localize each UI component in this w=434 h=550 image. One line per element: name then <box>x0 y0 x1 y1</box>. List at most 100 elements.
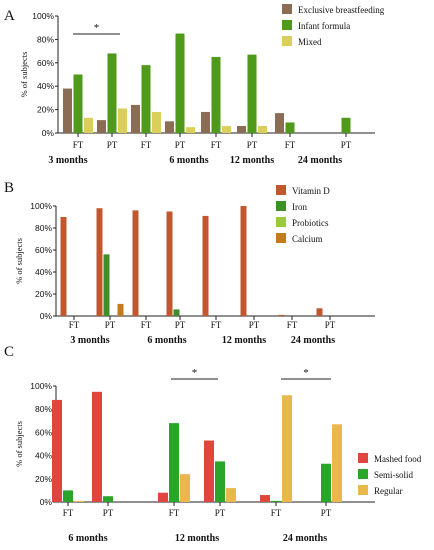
y-tick-label: 0% <box>42 128 55 138</box>
bar <box>103 496 113 502</box>
bar <box>107 53 117 133</box>
bar <box>204 440 214 502</box>
x-tick-label: FT <box>211 320 222 330</box>
y-tick-label: 80% <box>35 223 52 233</box>
legend-label: Semi-solid <box>374 470 414 480</box>
bar <box>175 33 185 133</box>
y-tick-label: 60% <box>37 58 54 68</box>
group-label: 6 months <box>169 155 208 166</box>
bar <box>158 492 168 502</box>
bar <box>285 122 295 133</box>
bar <box>63 490 73 502</box>
panel-B: B 0% 20% 40% 60% 80% 100% % of subjects FT PT FT PT… <box>4 180 375 346</box>
bar <box>60 217 67 316</box>
legend-label: Mixed <box>298 37 322 47</box>
legend-label: Iron <box>292 202 307 212</box>
y-tick-label: 60% <box>35 245 52 255</box>
legend-swatch <box>276 185 286 195</box>
bar <box>201 111 210 133</box>
y-tick-label: 20% <box>35 474 52 484</box>
x-tick-label: FT <box>69 320 80 330</box>
legend-swatch <box>358 485 368 495</box>
bar <box>316 308 323 316</box>
bar <box>260 495 270 502</box>
x-tick-label: FT <box>211 140 222 150</box>
x-tick-label: FT <box>169 508 180 518</box>
y-axis-label: % of subjects <box>14 421 24 467</box>
y-tick-label: 20% <box>37 105 54 115</box>
group-label: 6 months <box>147 335 186 346</box>
group-label: 12 months <box>175 533 219 544</box>
y-tick-label: 80% <box>35 404 52 414</box>
bar <box>166 211 173 316</box>
legend-label: Mashed food <box>374 454 422 464</box>
bar <box>211 56 221 134</box>
bar <box>278 314 285 316</box>
bar <box>180 474 190 502</box>
x-tick-label: PT <box>247 140 258 150</box>
group-label: 24 months <box>283 533 327 544</box>
bar <box>73 74 83 133</box>
bar <box>237 125 246 133</box>
x-tick-label: PT <box>341 140 352 150</box>
legend-swatch <box>276 201 286 211</box>
x-tick-label: PT <box>321 508 332 518</box>
bar <box>141 65 151 133</box>
group-label: 6 months <box>68 533 107 544</box>
y-axis-label: % of subjects <box>19 52 29 98</box>
bar <box>215 461 225 502</box>
bar <box>92 391 102 502</box>
y-tick-label: 40% <box>37 81 54 91</box>
bar <box>275 113 284 133</box>
bar <box>186 127 195 133</box>
bar <box>222 125 231 133</box>
bar <box>165 121 174 133</box>
significance-marker: * <box>94 22 100 34</box>
x-tick-label: PT <box>249 320 260 330</box>
legend-label: Probiotics <box>292 218 329 228</box>
legend-swatch <box>358 453 368 463</box>
legend-label: Infant formula <box>298 21 350 31</box>
y-tick-label: 80% <box>37 34 54 44</box>
panel-A: A 0% 20% 40% 60% 80% 100% % of subjects FT PT FT PT… <box>4 4 385 166</box>
legend-swatch <box>276 217 286 227</box>
legend-swatch <box>282 4 292 14</box>
group-label: 12 months <box>230 155 274 166</box>
legend-label: Regular <box>374 486 403 496</box>
group-label: 24 months <box>298 155 342 166</box>
x-tick-label: PT <box>175 320 186 330</box>
legend-label: Vitamin D <box>292 186 330 196</box>
bar <box>131 104 140 133</box>
y-tick-label: 40% <box>35 267 52 277</box>
bar <box>226 488 236 502</box>
y-tick-label: 60% <box>35 427 52 437</box>
bar <box>132 210 139 316</box>
legend-swatch <box>282 20 292 30</box>
group-label: 3 months <box>70 335 109 346</box>
x-tick-label: FT <box>271 508 282 518</box>
y-tick-label: 0% <box>40 311 53 321</box>
x-tick-label: PT <box>175 140 186 150</box>
bar <box>152 111 161 133</box>
bar <box>321 463 331 502</box>
bar <box>202 215 209 316</box>
significance-marker: * <box>303 367 309 379</box>
x-tick-label: PT <box>325 320 336 330</box>
y-tick-label: 20% <box>35 289 52 299</box>
bar <box>97 120 106 133</box>
x-tick-label: PT <box>103 508 114 518</box>
bar <box>117 303 124 316</box>
x-tick-label: FT <box>285 140 296 150</box>
group-label: 12 months <box>222 335 266 346</box>
bar <box>52 399 62 502</box>
x-tick-label: PT <box>215 508 226 518</box>
bar <box>282 395 292 502</box>
x-tick-label: FT <box>141 140 152 150</box>
bar <box>74 500 84 502</box>
panel-letter: B <box>4 180 14 196</box>
y-tick-label: 0% <box>40 497 53 507</box>
panel-letter: C <box>4 344 14 360</box>
bar <box>258 125 267 133</box>
bar <box>118 108 127 133</box>
x-tick-label: FT <box>287 320 298 330</box>
